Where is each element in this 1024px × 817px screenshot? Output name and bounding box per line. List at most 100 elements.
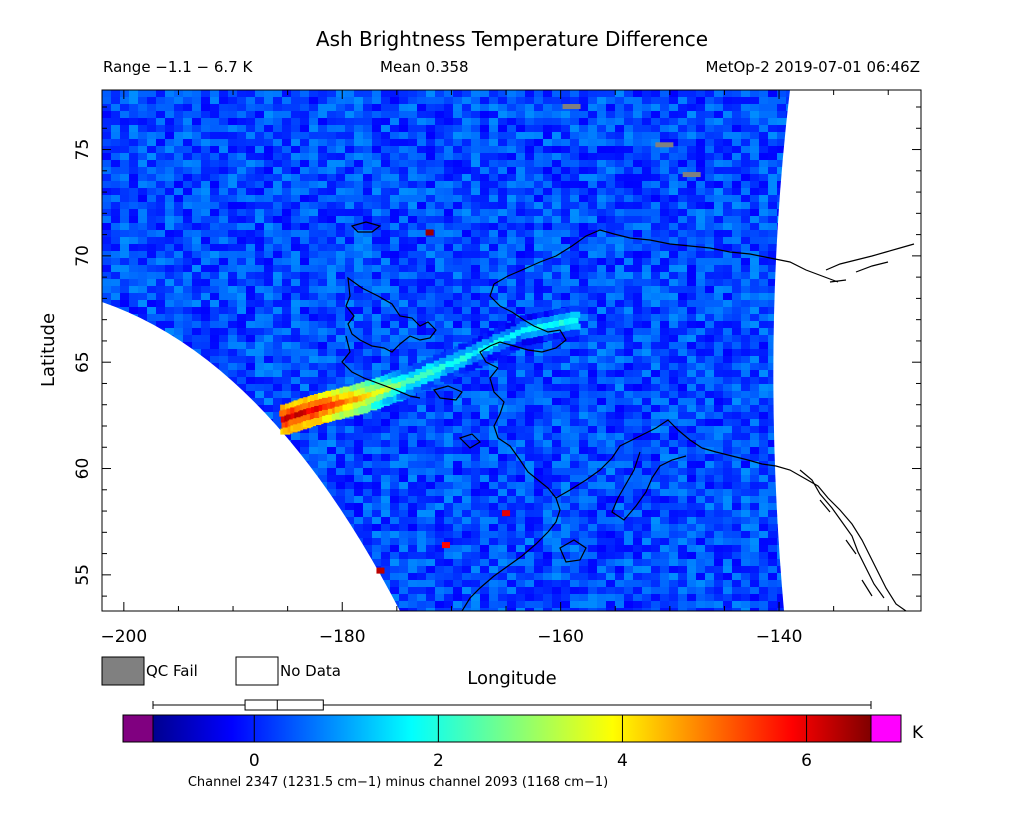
heatmap-cell (651, 398, 661, 406)
heatmap-cell (165, 300, 175, 308)
heatmap-cell (624, 384, 634, 392)
heatmap-cell (201, 167, 211, 175)
heatmap-cell (498, 461, 508, 469)
heatmap-cell (669, 181, 679, 189)
heatmap-cell (561, 293, 571, 301)
heatmap-cell (516, 167, 526, 175)
heatmap-cell (102, 139, 112, 147)
heatmap-cell (633, 160, 643, 168)
heatmap-cell (777, 167, 787, 175)
heatmap-cell (579, 118, 589, 126)
heatmap-cell (732, 307, 742, 315)
heatmap-cell (390, 174, 400, 182)
heatmap-cell (219, 132, 229, 140)
heatmap-cell (129, 279, 139, 287)
heatmap-cell (579, 307, 589, 315)
heatmap-cell (498, 426, 508, 434)
heatmap-cell (768, 279, 778, 287)
heatmap-cell (462, 398, 472, 406)
heatmap-cell (498, 265, 508, 273)
heatmap-cell (570, 167, 580, 175)
heatmap-cell (597, 195, 607, 203)
heatmap-cell (192, 342, 202, 350)
heatmap-cell (723, 230, 733, 238)
heatmap-cell (264, 265, 274, 273)
heatmap-cell (633, 118, 643, 126)
heatmap-cell (615, 398, 625, 406)
heatmap-cell (516, 412, 526, 420)
heatmap-cell (534, 391, 544, 399)
heatmap-cell (759, 391, 769, 399)
heatmap-cell (129, 90, 139, 98)
heatmap-cell (255, 244, 265, 252)
heatmap-cell (399, 125, 409, 133)
heatmap-cell (678, 342, 688, 350)
heatmap-cell (462, 293, 472, 301)
heatmap-cell (498, 153, 508, 161)
heatmap-cell (543, 111, 553, 119)
heatmap-cell (552, 216, 562, 224)
heatmap-cell (543, 230, 553, 238)
heatmap-cell (570, 335, 580, 343)
heatmap-cell (696, 363, 706, 371)
heatmap-cell (336, 209, 346, 217)
heatmap-cell (651, 405, 661, 413)
heatmap-cell (498, 188, 508, 196)
heatmap-cell (687, 258, 697, 266)
heatmap-cell (111, 202, 121, 210)
heatmap-cell (660, 328, 670, 336)
heatmap-cell (489, 167, 499, 175)
heatmap-cell (291, 216, 301, 224)
heatmap-cell (669, 188, 679, 196)
heatmap-cell (111, 209, 121, 217)
heatmap-cell (489, 195, 499, 203)
heatmap-cell (759, 202, 769, 210)
heatmap-cell (525, 342, 535, 350)
heatmap-cell (696, 258, 706, 266)
heatmap-cell (399, 181, 409, 189)
heatmap-cell (363, 293, 373, 301)
heatmap-cell (120, 286, 130, 294)
heatmap-cell (579, 461, 589, 469)
heatmap-cell (480, 167, 490, 175)
heatmap-cell (453, 440, 463, 448)
heatmap-cell (768, 237, 778, 245)
heatmap-cell (237, 384, 247, 392)
heatmap-cell (642, 412, 652, 420)
heatmap-cell (327, 419, 337, 427)
heatmap-cell (363, 307, 373, 315)
heatmap-cell (534, 384, 544, 392)
heatmap-cell (363, 342, 373, 350)
heatmap-cell (354, 468, 364, 476)
heatmap-cell (759, 356, 769, 364)
heatmap-cell (534, 454, 544, 462)
heatmap-cell (597, 384, 607, 392)
heatmap-cell (129, 167, 139, 175)
heatmap-cell (237, 223, 247, 231)
heatmap-cell (570, 118, 580, 126)
heatmap-cell (723, 370, 733, 378)
heatmap-cell (687, 125, 697, 133)
heatmap-cell (615, 167, 625, 175)
heatmap-cell (597, 146, 607, 154)
heatmap-cell (705, 398, 715, 406)
heatmap-cell (165, 244, 175, 252)
heatmap-cell (201, 160, 211, 168)
heatmap-cell (741, 237, 751, 245)
heatmap-cell (426, 111, 436, 119)
heatmap-cell (345, 153, 355, 161)
heatmap-cell (156, 230, 166, 238)
heatmap-cell (462, 419, 472, 427)
heatmap-cell (444, 447, 454, 455)
heatmap-cell (534, 153, 544, 161)
heatmap-cell (516, 363, 526, 371)
heatmap-cell (156, 244, 166, 252)
heatmap-cell (174, 335, 184, 343)
heatmap-cell (471, 433, 481, 441)
heatmap-cell (228, 139, 238, 147)
heatmap-cell (174, 202, 184, 210)
heatmap-cell (183, 251, 193, 259)
heatmap-cell (624, 230, 634, 238)
heatmap-cell (768, 153, 778, 161)
heatmap-cell (489, 314, 499, 322)
